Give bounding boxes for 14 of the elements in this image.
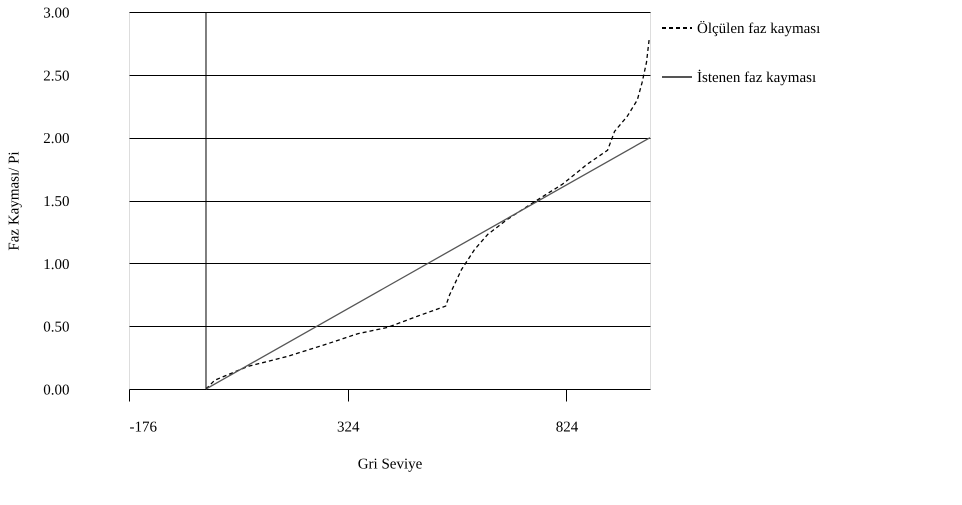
y-tick-label: 1.50 <box>43 194 70 210</box>
x-tick-label: -176 <box>130 420 158 436</box>
legend-label: İstenen faz kayması <box>697 69 816 86</box>
y-tick-label: 2.50 <box>43 68 70 84</box>
x-tick-label: 824 <box>556 420 579 436</box>
y-tick-label: 3.00 <box>43 6 70 22</box>
y-tick-label: 0.00 <box>43 382 70 398</box>
legend-label: Ölçülen faz kayması <box>697 20 820 37</box>
x-axis-title: Gri Seviye <box>358 456 423 472</box>
x-tick-label: 324 <box>336 420 360 436</box>
y-axis-title: Faz Kayması/ Pi <box>6 151 22 251</box>
y-tick-label: 2.00 <box>43 131 70 148</box>
y-tick-label: 1.00 <box>43 256 70 273</box>
y-tick-label: 0.50 <box>43 320 70 336</box>
